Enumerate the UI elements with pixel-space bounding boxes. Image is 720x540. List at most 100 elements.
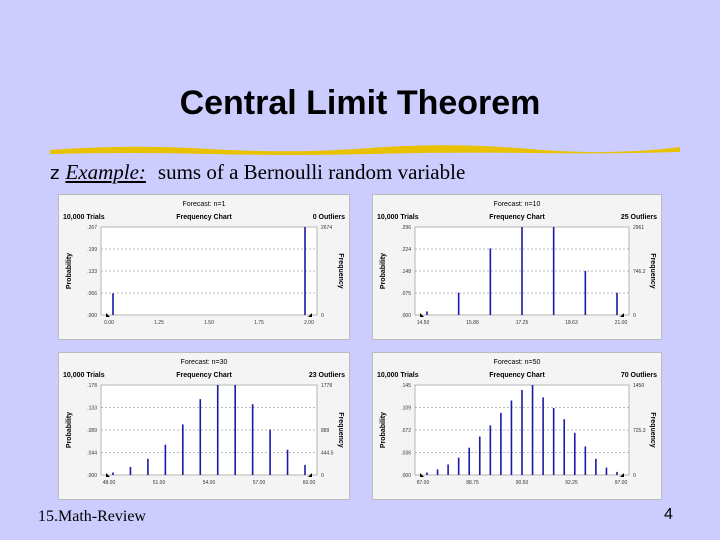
bullet-glyph: z	[50, 163, 60, 184]
y-tick-label: .000	[87, 473, 97, 479]
bar	[182, 424, 184, 475]
y-tick-label: .224	[401, 247, 411, 253]
range-marker-left	[106, 473, 110, 477]
bar	[563, 419, 566, 475]
bar	[595, 458, 597, 475]
y-axis-title: Probability	[380, 253, 387, 289]
bar	[304, 227, 306, 315]
x-tick-label: 60.00	[303, 480, 316, 486]
y2-tick-label: 2674	[321, 225, 332, 231]
y2-tick-label: 1450	[633, 383, 644, 389]
x-tick-label: 57.00	[253, 480, 266, 486]
x-tick-label: 0.00	[104, 320, 114, 326]
bar	[112, 293, 114, 315]
bar	[199, 399, 202, 475]
x-tick-label: 48.00	[103, 480, 116, 486]
bar	[468, 447, 471, 475]
y-tick-label: .199	[87, 247, 97, 253]
chart-frequency-label: Frequency Chart	[176, 214, 232, 221]
bullet-point: z Example: sums of a Bernoulli random vari…	[50, 160, 465, 185]
bar	[616, 292, 618, 315]
x-tick-label: 54.00	[203, 480, 216, 486]
chart-outliers-label: 70 Outliers	[621, 372, 657, 379]
bar	[457, 292, 460, 315]
x-tick-label: 1.25	[154, 320, 164, 326]
chart-n10: Forecast: n=10 10,000 Trials Frequency Cha…	[377, 201, 657, 326]
x-tick-label: 92.25	[565, 480, 578, 486]
bar	[304, 464, 306, 475]
bar	[489, 425, 492, 475]
y-tick-label: .072	[401, 428, 411, 434]
x-tick-label: 1.75	[254, 320, 264, 326]
bar	[552, 227, 555, 315]
bar	[521, 389, 523, 475]
bullet-example-label: Example:	[65, 160, 146, 184]
bar	[584, 271, 587, 315]
chart-n1: Forecast: n=1 10,000 Trials Frequency Char…	[63, 201, 345, 326]
bar	[605, 467, 608, 475]
x-tick-label: 2.00	[304, 320, 314, 326]
bar	[286, 449, 289, 475]
y2-axis-title: Frequency	[649, 412, 656, 448]
chart-forecast-title: Forecast: n=30	[181, 359, 228, 366]
x-tick-label: 87.00	[417, 480, 430, 486]
y-tick-label: .000	[401, 473, 411, 479]
y-tick-label: .044	[87, 451, 97, 457]
bar	[216, 385, 219, 475]
bar	[129, 466, 132, 475]
bar	[510, 400, 513, 475]
chart-frequency-label: Frequency Chart	[489, 372, 545, 379]
chart-n50: Forecast: n=50 10,000 Trials Frequency Cha…	[377, 359, 657, 486]
y2-axis-title: Frequency	[649, 253, 656, 289]
bar	[426, 472, 428, 475]
y2-axis-title: Frequency	[337, 253, 344, 289]
chart-panel-n50: Forecast: n=50 10,000 Trials Frequency Cha…	[372, 352, 662, 500]
bar	[426, 311, 428, 315]
chart-frequency-label: Frequency Chart	[489, 214, 545, 221]
chart-n30: Forecast: n=30 10,000 Trials Frequency Cha…	[63, 359, 345, 486]
chart-forecast-title: Forecast: n=10	[494, 201, 541, 208]
y2-tick-label: 889	[321, 428, 330, 434]
chart-outliers-label: 0 Outliers	[313, 214, 345, 221]
chart-outliers-label: 25 Outliers	[621, 214, 657, 221]
x-tick-label: 97.00	[615, 480, 628, 486]
y2-tick-label: 0	[633, 473, 636, 479]
y-tick-label: .000	[401, 313, 411, 319]
bar	[531, 385, 534, 475]
bar	[500, 412, 502, 475]
bar	[573, 432, 576, 475]
y2-tick-label: 0	[321, 473, 324, 479]
bar	[164, 444, 167, 475]
bar	[436, 469, 439, 475]
chart-forecast-title: Forecast: n=50	[494, 359, 541, 366]
bar	[616, 471, 618, 475]
y2-axis-title: Frequency	[337, 412, 344, 448]
y2-tick-label: 444.5	[321, 451, 334, 457]
y-tick-label: .296	[401, 225, 411, 231]
footer-text: 15.Math-Review	[38, 508, 146, 525]
y-tick-label: .133	[87, 269, 97, 275]
chart-trials-label: 10,000 Trials	[63, 372, 105, 379]
x-tick-label: 51.00	[153, 480, 166, 486]
y-axis-title: Probability	[66, 253, 73, 289]
y-tick-label: .066	[87, 291, 97, 297]
x-tick-label: 21.00	[615, 320, 628, 326]
range-marker-right	[308, 473, 312, 477]
y2-tick-label: 1778	[321, 383, 332, 389]
bar	[269, 429, 271, 475]
y2-tick-label: 0	[321, 313, 324, 319]
y-tick-label: .109	[401, 406, 411, 412]
y2-tick-label: 2961	[633, 225, 644, 231]
y-tick-label: .148	[401, 269, 411, 275]
bar	[234, 385, 236, 475]
title-underline	[50, 145, 680, 155]
bar	[251, 404, 254, 475]
x-tick-label: 14.50	[417, 320, 430, 326]
bar	[457, 457, 460, 475]
range-marker-left	[106, 313, 110, 317]
bar	[489, 248, 492, 315]
bullet-text: sums of a Bernoulli random variable	[157, 160, 466, 184]
y2-tick-label: 0	[633, 313, 636, 319]
range-marker-left	[420, 313, 424, 317]
bar	[112, 472, 114, 475]
